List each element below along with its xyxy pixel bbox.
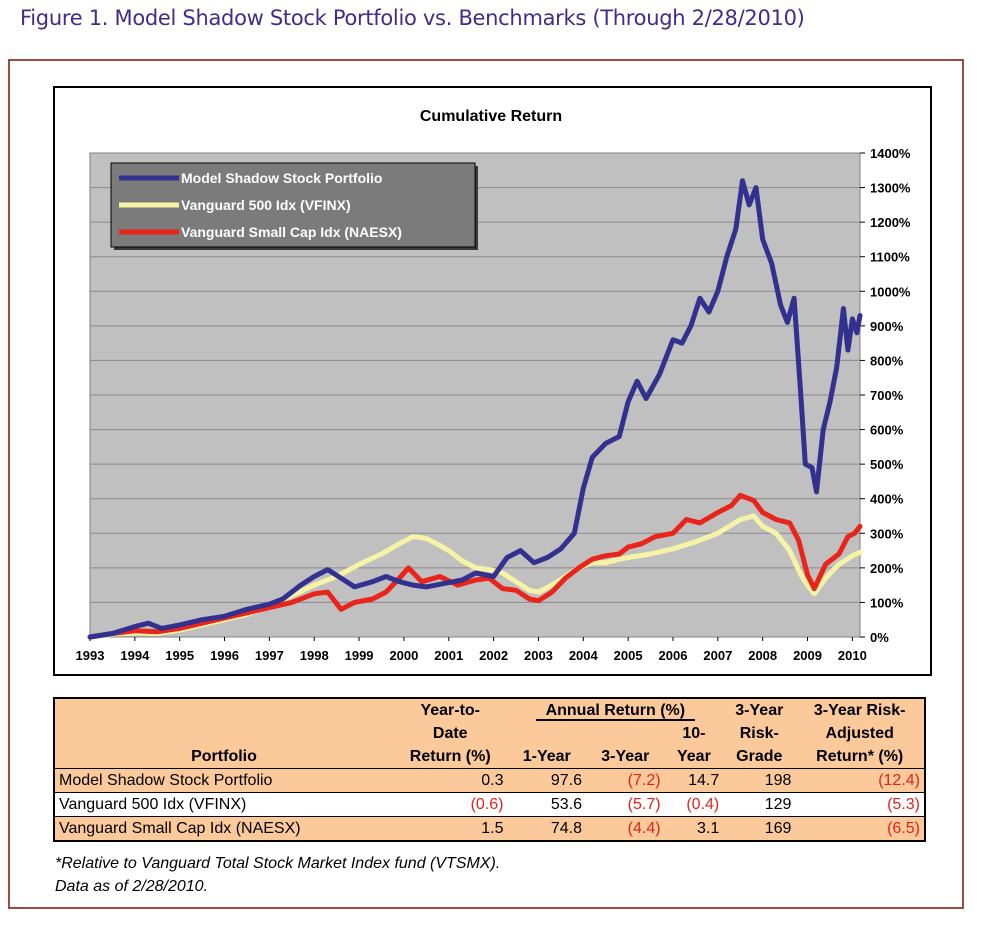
x-tick-label: 2009 — [793, 648, 822, 663]
y-tick-label: 900% — [870, 319, 904, 334]
one-year-return: 74.8 — [507, 816, 587, 841]
series-line-2 — [87, 492, 863, 640]
header-risk-adjusted: 3-Year Risk- — [795, 698, 925, 722]
ytd-return: 0.3 — [393, 768, 508, 793]
table-row: Vanguard Small Cap Idx (NAESX) 1.5 74.8 … — [54, 816, 925, 841]
y-tick-label: 0% — [870, 630, 889, 645]
ytd-return: (0.6) — [393, 792, 508, 817]
table-row: Model Shadow Stock Portfolio 0.3 97.6 (7… — [54, 768, 925, 793]
header-one-year: 1-Year — [507, 745, 587, 769]
y-tick-label: 400% — [870, 492, 904, 507]
footnote-data-date: Data as of 2/28/2010. — [55, 878, 208, 895]
cumulative-return-chart: Cumulative Return 0% 100% 200% 300% 400% 500%… — [76, 108, 911, 663]
table-header-row: Year-to- Annual Return (%) 3-Year 3-Year… — [54, 698, 925, 722]
x-tick-label: 2010 — [838, 648, 867, 663]
one-year-return: 97.6 — [507, 768, 587, 793]
header-blank — [54, 722, 393, 745]
header-blank — [586, 722, 665, 745]
risk-grade: 129 — [723, 792, 796, 817]
y-tick-label: 1300% — [870, 181, 911, 196]
header-portfolio: Portfolio — [54, 745, 393, 769]
series-line-0 — [87, 178, 863, 640]
header-ten-year: 10- — [664, 722, 724, 745]
portfolio-name: Model Shadow Stock Portfolio — [54, 768, 393, 793]
x-tick-label: 2006 — [659, 648, 688, 663]
legend-label-1: Vanguard 500 Idx (VFINX) — [181, 197, 351, 213]
x-tick-label: 2000 — [389, 648, 418, 663]
y-tick-label: 1100% — [870, 250, 910, 265]
header-ten-year: Year — [664, 745, 724, 769]
ten-year-return: 14.7 — [664, 768, 724, 793]
risk-adjusted-return: (6.5) — [795, 816, 925, 841]
x-tick-label: 2001 — [434, 648, 463, 663]
three-year-return: (5.7) — [586, 792, 665, 817]
footnotes: *Relative to Vanguard Total Stock Market… — [55, 852, 500, 898]
y-tick-label: 800% — [870, 353, 904, 368]
header-blank — [507, 722, 587, 745]
header-three-year: 3-Year — [586, 745, 665, 769]
x-tick-label: 2008 — [748, 648, 777, 663]
risk-grade: 169 — [723, 816, 796, 841]
table-row: Vanguard 500 Idx (VFINX) (0.6) 53.6 (5.7… — [54, 792, 925, 817]
portfolio-name: Vanguard Small Cap Idx (NAESX) — [54, 816, 393, 841]
header-risk-adjusted: Adjusted — [795, 722, 925, 745]
x-tick-label: 2002 — [479, 648, 508, 663]
x-tick-label: 2003 — [524, 648, 553, 663]
figure-frame — [8, 59, 964, 909]
x-tick-label: 1999 — [345, 648, 374, 663]
header-risk-adjusted: Return* (%) — [795, 745, 925, 769]
chart-container: Cumulative Return 0% 100% 200% 300% 400% 500%… — [53, 86, 932, 676]
x-tick-label: 2007 — [703, 648, 732, 663]
figure-title: Figure 1. Model Shadow Stock Portfolio v… — [20, 6, 805, 30]
y-tick-label: 300% — [870, 526, 904, 541]
header-risk-grade: Grade — [723, 745, 796, 769]
y-tick-label: 500% — [870, 457, 904, 472]
header-blank — [54, 698, 393, 722]
y-tick-label: 600% — [870, 423, 904, 438]
header-risk-grade: 3-Year — [723, 698, 796, 722]
x-tick-label: 1996 — [210, 648, 239, 663]
y-tick-label: 700% — [870, 388, 904, 403]
x-tick-label: 1997 — [255, 648, 284, 663]
x-tick-label: 1994 — [120, 648, 150, 663]
y-tick-label: 200% — [870, 561, 904, 576]
x-tick-label: 2005 — [614, 648, 643, 663]
y-tick-label: 100% — [870, 595, 904, 610]
footnote-relative: *Relative to Vanguard Total Stock Market… — [55, 855, 501, 872]
header-annual-return: Annual Return (%) — [507, 698, 724, 722]
y-tick-label: 1400% — [870, 146, 911, 161]
header-ytd: Year-to- — [393, 698, 508, 722]
ytd-return: 1.5 — [393, 816, 508, 841]
x-tick-label: 1993 — [76, 648, 105, 663]
header-risk-grade: Risk- — [723, 722, 796, 745]
chart-title: Cumulative Return — [420, 108, 562, 125]
performance-table: Year-to- Annual Return (%) 3-Year 3-Year… — [53, 697, 926, 842]
one-year-return: 53.6 — [507, 792, 587, 817]
y-tick-label: 1200% — [870, 215, 911, 230]
table-header-row: Date 10- Risk- Adjusted — [54, 722, 925, 745]
table-header-row: Portfolio Return (%) 1-Year 3-Year Year … — [54, 745, 925, 769]
risk-grade: 198 — [723, 768, 796, 793]
header-ytd: Return (%) — [393, 745, 508, 769]
y-tick-label: 1000% — [870, 284, 911, 299]
legend-label-0: Model Shadow Stock Portfolio — [181, 170, 382, 186]
header-ytd: Date — [393, 722, 508, 745]
ten-year-return: 3.1 — [664, 816, 724, 841]
legend-label-2: Vanguard Small Cap Idx (NAESX) — [181, 224, 402, 240]
risk-adjusted-return: (12.4) — [795, 768, 925, 793]
x-tick-label: 2004 — [569, 648, 599, 663]
x-tick-label: 1995 — [165, 648, 194, 663]
ten-year-return: (0.4) — [664, 792, 724, 817]
three-year-return: (4.4) — [586, 816, 665, 841]
portfolio-name: Vanguard 500 Idx (VFINX) — [54, 792, 393, 817]
three-year-return: (7.2) — [586, 768, 665, 793]
risk-adjusted-return: (5.3) — [795, 792, 925, 817]
x-tick-label: 1998 — [300, 648, 329, 663]
annual-return-group-label: Annual Return (%) — [535, 701, 696, 721]
